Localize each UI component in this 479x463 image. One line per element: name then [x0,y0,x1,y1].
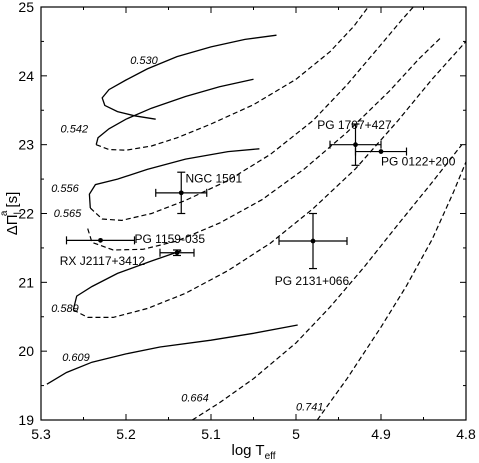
star-point [353,142,358,148]
track-0.565-dashed [87,37,441,251]
y-axis-label: ΔΠla[s] [0,192,24,236]
x-axis-label: log Teff [231,442,275,462]
track-0.556-dashed [89,7,414,222]
star-label-PG 2131+066: PG 2131+066 [275,274,350,288]
track-0.542-dashed [95,7,369,151]
track-0.609-solid [46,324,298,385]
star-point [98,237,103,243]
track-label-0.741: 0.741 [296,401,324,413]
star-label-PG 0122+200: PG 0122+200 [381,154,456,168]
ticks: 5.3 5.2 5.1 5 4.9 4.8 19 20 21 22 23 24 25 [18,0,476,442]
track-labels: 0.530 0.542 0.556 0.565 0.589 0.609 0.664 0.741 [51,55,323,413]
star-point [174,250,180,256]
star-point [178,190,184,196]
track-label-0.609: 0.609 [62,352,90,364]
track-lines [46,7,466,420]
x-tick-label: 4.9 [371,426,391,442]
track-label-0.565: 0.565 [54,208,82,220]
track-label-0.664: 0.664 [181,392,209,404]
track-label-0.589: 0.589 [51,303,79,315]
y-tick-label: 25 [18,0,34,15]
x-tick-label: 5.3 [31,426,51,442]
track-0.741-dashed [316,161,466,420]
x-tick-label: 4.8 [456,426,476,442]
x-tick-label: 5 [292,426,300,442]
track-label-0.542: 0.542 [61,123,89,135]
star-label-NGC 1501: NGC 1501 [186,172,243,186]
star-PG 1707+427 [329,123,382,166]
y-tick-label: 21 [18,274,34,290]
track-0.589-dashed [73,40,466,318]
x-tick-label: 5.2 [116,426,136,442]
track-0.542-solid [95,78,254,145]
axes [40,6,467,421]
plot-frame [40,6,467,421]
star-PG 1159-035 [159,248,195,257]
track-0.530-solid [101,34,277,120]
y-tick-label: 24 [18,68,34,84]
track-0.556-solid [88,148,260,209]
star-PG 0122+200 [354,147,408,156]
track-label-0.556: 0.556 [51,183,79,195]
x-tick-label: 5.1 [201,426,221,442]
track-0.664-dashed [191,144,463,420]
star-labels: PG 1707+427 PG 0122+200 NGC 1501 PG 1159-03… [60,118,456,288]
y-tick-label: 19 [18,412,34,428]
star-RX J2117+3412 [65,236,136,245]
y-tick-label: 22 [18,206,34,222]
track-label-0.530: 0.530 [130,55,158,67]
star-PG 2131+066 [278,212,348,270]
star-label-PG 1707+427: PG 1707+427 [317,118,392,132]
y-tick-label: 20 [18,343,34,359]
star-point [310,238,316,244]
star-NGC 1501 [155,171,208,215]
track-0.589-solid [72,250,182,311]
star-point [378,149,384,154]
star-label-RX J2117+3412: RX J2117+3412 [60,254,146,268]
star-markers [65,123,408,270]
star-label-PG 1159-035: PG 1159-035 [135,232,206,246]
y-tick-label: 23 [18,137,34,153]
